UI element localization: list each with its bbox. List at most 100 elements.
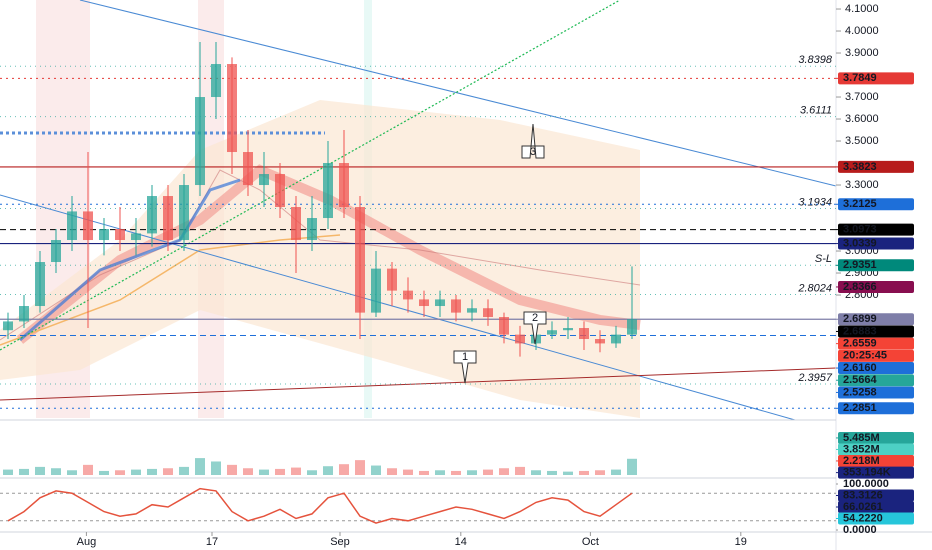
x-tick-label: 17: [206, 536, 218, 548]
price-badge-label: 2.5664: [843, 374, 878, 386]
trend-line: [0, 194, 796, 421]
fib-label: 3.6111: [800, 104, 832, 116]
candle-body: [371, 268, 381, 313]
y-tick-label: 3.6000: [845, 113, 879, 125]
volume-bar: [339, 464, 349, 475]
candle-body: [483, 308, 493, 318]
volume-bar: [451, 470, 461, 475]
price-badge-label: 2.218M: [843, 455, 880, 467]
candle-body: [467, 308, 477, 313]
candle-body: [339, 163, 349, 208]
price-badge-label: 3.3823: [843, 161, 877, 173]
price-badge-label: 3.852M: [843, 443, 880, 455]
candle-body: [515, 334, 525, 344]
price-badge-label: 3.0339: [843, 237, 877, 249]
y-tick-label: 4.0000: [845, 25, 879, 37]
price-badge: [838, 349, 914, 362]
candle-body: [355, 207, 365, 313]
volume-bar: [579, 470, 589, 475]
volume-bar: [243, 468, 253, 475]
y-tick-label: 3.9000: [845, 47, 879, 59]
price-badge: [838, 402, 914, 415]
volume-bar: [67, 470, 77, 475]
candle-body: [35, 262, 45, 307]
callout: [521, 123, 545, 159]
price-badge-label: 54.2220: [843, 512, 883, 524]
price-badge-label: 100.0000: [843, 478, 889, 490]
candle-body: [51, 240, 61, 263]
volume-bar: [3, 469, 13, 475]
volume-bar: [627, 458, 637, 475]
volume-bar: [179, 466, 189, 475]
volume-bar: [419, 470, 429, 475]
price-badge: [838, 512, 914, 525]
price-badge-label: 3.0973: [843, 224, 877, 236]
price-badge: [838, 237, 914, 250]
price-badge: [838, 280, 914, 293]
candle-body: [275, 174, 285, 208]
candle-body: [499, 317, 509, 335]
volume-bar: [547, 470, 557, 475]
volume-bar: [227, 464, 237, 475]
x-tick-label: 14: [455, 536, 467, 548]
x-tick-label: Aug: [77, 536, 97, 548]
candle-body: [403, 290, 413, 300]
candle-body: [83, 211, 93, 241]
volume-bar: [611, 469, 621, 475]
trend-line: [0, 0, 621, 351]
candle-body: [387, 268, 397, 291]
candle-body: [563, 328, 573, 331]
y-tick-label: 3.5000: [845, 135, 879, 147]
fib-label: S-L: [815, 253, 832, 265]
price-badge: [838, 198, 914, 211]
volume-bar: [35, 466, 45, 475]
fib-label: 2.3957: [797, 372, 833, 384]
candle-body: [435, 299, 445, 307]
volume-bar: [99, 470, 109, 475]
price-badge-label: 5.485M: [843, 432, 880, 444]
volume-bar: [515, 466, 525, 475]
price-badge: [838, 374, 914, 387]
candle-body: [595, 339, 605, 344]
moving-average: [0, 169, 641, 341]
volume-bar: [531, 470, 541, 475]
price-badge-label: 2.6899: [843, 313, 877, 325]
volume-bar: [195, 458, 205, 475]
volume-bar: [291, 467, 301, 475]
volume-bar: [51, 468, 61, 475]
candle-body: [579, 328, 589, 340]
x-tick-label: 19: [735, 536, 747, 548]
volume-bar: [275, 468, 285, 475]
volume-bar: [211, 461, 221, 475]
volume-bar: [499, 468, 509, 475]
fib-label: 2.8024: [797, 282, 832, 294]
oscillator-line: [7, 487, 633, 524]
y-tick-label: 3.3000: [845, 179, 879, 191]
price-badge: [838, 489, 914, 502]
candle-body: [307, 218, 317, 241]
price-badge: [838, 501, 914, 513]
candle-body: [163, 196, 173, 241]
candle-body: [195, 97, 205, 186]
candle-body: [611, 334, 621, 344]
price-badge-label: 0.0000: [843, 524, 877, 536]
volume-bar: [83, 464, 93, 475]
volume-bar: [483, 469, 493, 475]
candle-body: [3, 321, 13, 331]
volume-bar: [467, 470, 477, 475]
price-badge-label: 353.194K: [843, 467, 891, 479]
candle-body: [19, 306, 29, 322]
callout-label: 3: [530, 146, 536, 158]
price-badge-label: 20:25:45: [843, 350, 887, 362]
volume-bar: [323, 466, 333, 475]
price-badge: [838, 337, 914, 350]
callout: [523, 311, 547, 345]
callout-label: 1: [462, 351, 468, 363]
trend-line: [0, 367, 837, 401]
band: [0, 100, 640, 418]
volume-bar: [115, 470, 125, 475]
candle-body: [419, 299, 429, 307]
price-badge: [838, 431, 914, 444]
price-badge: [838, 454, 914, 467]
